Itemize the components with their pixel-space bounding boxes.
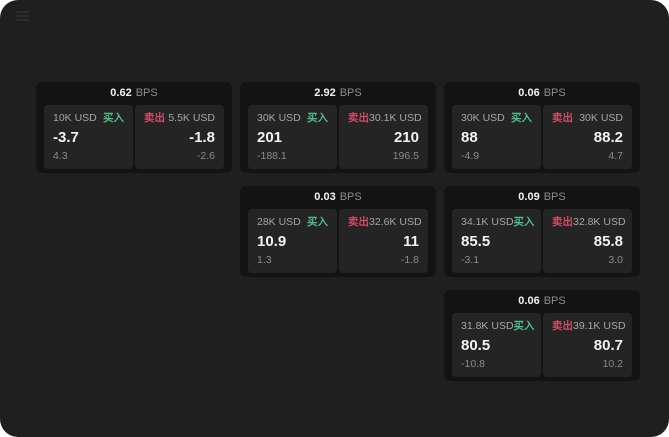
sell-price: 210 [393, 129, 419, 146]
card-header: 0.06 BPS [444, 290, 640, 313]
panels: 10K USD 买入 -3.7 4.3 卖出 5.5K USD -1.8 -2.… [36, 105, 232, 173]
buy-price: -3.7 [53, 129, 79, 146]
sell-size-label: 30.1K USD [369, 112, 422, 124]
card-header: 0.62 BPS [36, 82, 232, 105]
bps-unit: BPS [339, 191, 362, 203]
sell-change: 4.7 [608, 150, 623, 162]
sell-price: 11 [403, 233, 419, 250]
sell-price: -1.8 [189, 129, 215, 146]
sell-tag: 卖出 [144, 112, 165, 124]
buy-price: 201 [257, 129, 283, 146]
sell-change: 10.2 [602, 358, 623, 370]
buy-tag: 买入 [513, 320, 535, 332]
sell-panel[interactable]: 卖出 30.1K USD 210 196.5 [339, 105, 428, 169]
sell-tag: 卖出 [348, 216, 369, 228]
bps-unit: BPS [135, 87, 158, 99]
buy-tag: 买入 [103, 112, 124, 124]
card-header: 0.06 BPS [444, 82, 640, 105]
bps-value: 0.06 [518, 295, 540, 307]
buy-size-label: 28K USD [257, 216, 301, 228]
quote-card: 0.62 BPS 10K USD 买入 -3.7 4.3 卖出 5.5K USD [36, 82, 232, 173]
panels: 30K USD 买入 201 -188.1 卖出 30.1K USD 210 1… [240, 105, 436, 173]
bps-value: 0.09 [518, 191, 540, 203]
sell-size-label: 32.6K USD [369, 216, 422, 228]
bps-value: 0.06 [518, 87, 540, 99]
card-header: 0.03 BPS [240, 186, 436, 209]
buy-size-label: 30K USD [257, 112, 301, 124]
sell-size-label: 5.5K USD [168, 112, 215, 124]
buy-size-label: 10K USD [53, 112, 97, 124]
sell-size-label: 32.8K USD [573, 216, 626, 228]
buy-tag: 买入 [307, 216, 328, 228]
sell-change: 3.0 [608, 254, 623, 266]
quote-card-grid: 0.62 BPS 10K USD 买入 -3.7 4.3 卖出 5.5K USD [36, 82, 640, 381]
quote-card: 0.06 BPS 31.8K USD 买入 80.5 -10.8 卖出 39.1… [444, 290, 640, 381]
bps-value: 0.62 [110, 87, 132, 99]
buy-change: -10.8 [461, 358, 485, 370]
bps-value: 2.92 [314, 87, 336, 99]
sell-tag: 卖出 [552, 112, 573, 124]
sell-price: 85.8 [593, 233, 623, 250]
sell-panel[interactable]: 卖出 39.1K USD 80.7 10.2 [543, 313, 632, 377]
card-header: 0.09 BPS [444, 186, 640, 209]
buy-price: 10.9 [257, 233, 287, 250]
quote-card: 0.09 BPS 34.1K USD 买入 85.5 -3.1 卖出 32.8K… [444, 186, 640, 277]
buy-panel[interactable]: 28K USD 买入 10.9 1.3 [248, 209, 337, 273]
sell-price: 88.2 [593, 129, 623, 146]
buy-price: 80.5 [461, 337, 491, 354]
sell-tag: 卖出 [552, 216, 573, 228]
sell-change: -1.8 [400, 254, 419, 266]
buy-tag: 买入 [511, 112, 532, 124]
buy-tag: 买入 [307, 112, 328, 124]
sell-panel[interactable]: 卖出 5.5K USD -1.8 -2.6 [135, 105, 224, 169]
buy-change: -4.9 [461, 150, 480, 162]
buy-change: 1.3 [257, 254, 272, 266]
bps-unit: BPS [339, 87, 362, 99]
panels: 30K USD 买入 88 -4.9 卖出 30K USD 88.2 4.7 [444, 105, 640, 173]
bps-value: 0.03 [314, 191, 336, 203]
bps-unit: BPS [543, 191, 566, 203]
buy-change: 4.3 [53, 150, 68, 162]
sell-tag: 卖出 [348, 112, 369, 124]
sell-panel[interactable]: 卖出 30K USD 88.2 4.7 [543, 105, 632, 169]
sell-panel[interactable]: 卖出 32.6K USD 11 -1.8 [339, 209, 428, 273]
buy-panel[interactable]: 30K USD 买入 201 -188.1 [248, 105, 337, 169]
menu-icon[interactable] [14, 8, 32, 24]
buy-price: 85.5 [461, 233, 491, 250]
bps-unit: BPS [543, 295, 566, 307]
sell-panel[interactable]: 卖出 32.8K USD 85.8 3.0 [543, 209, 632, 273]
sell-size-label: 30K USD [579, 112, 623, 124]
buy-size-label: 34.1K USD [461, 216, 514, 228]
buy-panel[interactable]: 34.1K USD 买入 85.5 -3.1 [452, 209, 541, 273]
panels: 28K USD 买入 10.9 1.3 卖出 32.6K USD 11 -1.8 [240, 209, 436, 277]
sell-tag: 卖出 [552, 320, 573, 332]
sell-price: 80.7 [593, 337, 623, 354]
quote-card: 2.92 BPS 30K USD 买入 201 -188.1 卖出 30.1K … [240, 82, 436, 173]
quote-card: 0.03 BPS 28K USD 买入 10.9 1.3 卖出 32.6K US… [240, 186, 436, 277]
buy-tag: 买入 [513, 216, 535, 228]
quote-card: 0.06 BPS 30K USD 买入 88 -4.9 卖出 30K USD [444, 82, 640, 173]
buy-price: 88 [461, 129, 478, 146]
card-header: 2.92 BPS [240, 82, 436, 105]
sell-change: -2.6 [196, 150, 215, 162]
buy-panel[interactable]: 31.8K USD 买入 80.5 -10.8 [452, 313, 541, 377]
panels: 31.8K USD 买入 80.5 -10.8 卖出 39.1K USD 80.… [444, 313, 640, 381]
buy-size-label: 30K USD [461, 112, 505, 124]
sell-size-label: 39.1K USD [573, 320, 626, 332]
panels: 34.1K USD 买入 85.5 -3.1 卖出 32.8K USD 85.8… [444, 209, 640, 277]
buy-panel[interactable]: 10K USD 买入 -3.7 4.3 [44, 105, 133, 169]
sell-change: 196.5 [392, 150, 419, 162]
buy-size-label: 31.8K USD [461, 320, 514, 332]
buy-panel[interactable]: 30K USD 买入 88 -4.9 [452, 105, 541, 169]
buy-change: -3.1 [461, 254, 480, 266]
bps-unit: BPS [543, 87, 566, 99]
buy-change: -188.1 [257, 150, 287, 162]
